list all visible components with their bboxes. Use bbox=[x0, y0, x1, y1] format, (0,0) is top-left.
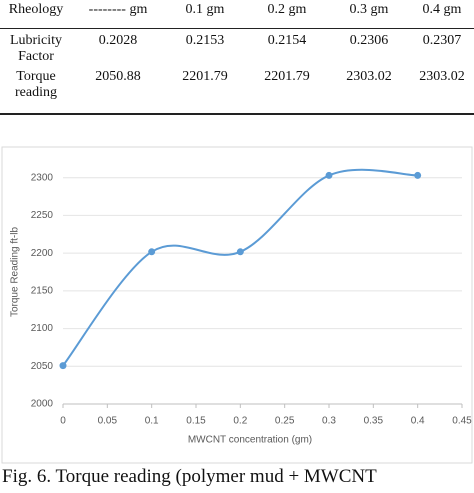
table-cell: 0.2154 bbox=[267, 33, 307, 48]
x-axis-label: MWCNT concentration (gm) bbox=[188, 435, 312, 446]
table-row: Lubricity Factor 0.2028 0.2153 0.2154 0.2306… bbox=[0, 29, 474, 66]
x-tick-label: 0.4 bbox=[411, 416, 425, 427]
table-cell: 2201.79 bbox=[246, 65, 328, 115]
header-cell: 0.4 gm bbox=[410, 0, 474, 29]
y-tick-label: 2150 bbox=[31, 285, 54, 296]
table-cell: Torque reading bbox=[0, 65, 72, 115]
data-point bbox=[414, 171, 422, 179]
header-row: Rheology -------- gm 0.1 gm 0.2 gm 0.3 gm 0.4… bbox=[0, 0, 474, 29]
table-cell: 2201.79 bbox=[164, 65, 246, 115]
x-tick-label: 0.2 bbox=[233, 416, 247, 427]
header-cell: Rheology bbox=[0, 0, 72, 29]
table-cell: 2050.88 bbox=[72, 65, 164, 115]
header-cell: -------- gm bbox=[72, 0, 164, 29]
data-table: Rheology -------- gm 0.1 gm 0.2 gm 0.3 gm 0.4… bbox=[0, 0, 474, 115]
header-cell: 0.1 gm bbox=[164, 0, 246, 29]
x-tick-label: 0.25 bbox=[275, 416, 295, 427]
table-cell: 0.2153 bbox=[185, 33, 225, 48]
x-tick-label: 0 bbox=[60, 416, 66, 427]
header-cell: 0.3 gm bbox=[328, 0, 410, 29]
header-cell: 0.2 gm bbox=[246, 0, 328, 29]
y-tick-label: 2050 bbox=[31, 361, 54, 372]
y-tick-label: 2250 bbox=[31, 210, 54, 221]
table-cell: 2303.02 bbox=[328, 65, 410, 115]
x-tick-label: 0.3 bbox=[322, 416, 336, 427]
y-axis-label: Torque Reading ft-lb bbox=[10, 227, 21, 317]
y-tick-label: 2100 bbox=[31, 323, 54, 334]
table-cell: 0.2028 bbox=[98, 33, 138, 48]
data-line bbox=[62, 168, 418, 367]
y-tick-label: 2000 bbox=[31, 399, 54, 410]
x-tick-label: 0.15 bbox=[186, 416, 206, 427]
y-tick-label: 2300 bbox=[31, 172, 54, 183]
x-tick-label: 0.1 bbox=[145, 416, 159, 427]
x-tick-label: 0.45 bbox=[452, 416, 472, 427]
table-cell: 2303.02 bbox=[410, 65, 474, 115]
table-cell: 0.2307 bbox=[422, 33, 462, 48]
table-body: Lubricity Factor 0.2028 0.2153 0.2154 0.2306… bbox=[0, 29, 474, 115]
x-tick-label: 0.05 bbox=[98, 416, 118, 427]
data-point bbox=[59, 362, 67, 370]
data-point bbox=[236, 248, 244, 256]
data-point bbox=[325, 171, 333, 179]
table-cell: Lubricity Factor bbox=[9, 33, 63, 64]
figure-caption: Fig. 6. Torque reading (polymer mud + MW… bbox=[2, 466, 377, 487]
y-tick-label: 2200 bbox=[31, 248, 54, 259]
data-point bbox=[148, 248, 156, 256]
x-tick-label: 0.35 bbox=[364, 416, 384, 427]
chart-frame bbox=[1, 146, 473, 464]
chart: MWCNT concentration (gm) Torque Reading … bbox=[1, 146, 473, 464]
table-cell: 0.2306 bbox=[349, 33, 389, 48]
table-row: Torque reading 2050.88 2201.79 2201.79 2303.… bbox=[0, 65, 474, 115]
